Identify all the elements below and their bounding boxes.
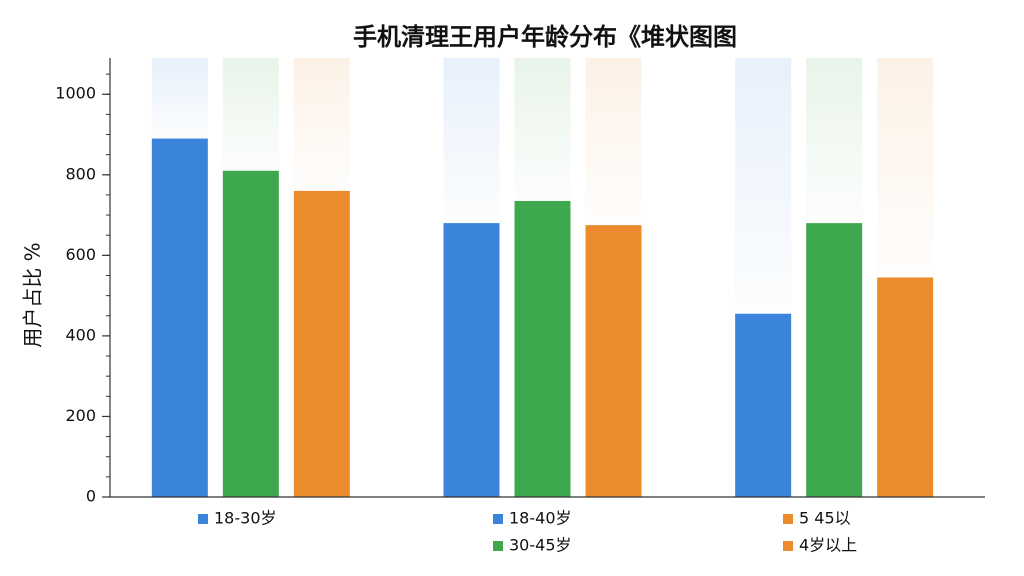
y-tick-label: 1000 <box>55 84 96 103</box>
legend-swatch <box>493 541 503 551</box>
bar-glow-fade <box>585 58 642 226</box>
bar <box>443 223 500 498</box>
bar <box>585 225 642 497</box>
bar <box>222 170 279 498</box>
legend-label: 30-45岁 <box>509 536 572 555</box>
bar-glow-fade <box>877 58 934 278</box>
bar-glow-fade <box>806 58 863 224</box>
legend-swatch <box>493 514 503 524</box>
bar-glow-fade <box>151 58 208 139</box>
bar <box>806 223 863 498</box>
y-tick-label: 800 <box>65 164 96 183</box>
y-tick-label: 200 <box>65 406 96 425</box>
legend-label: 18-40岁 <box>509 509 572 528</box>
bar <box>293 190 350 497</box>
bar-glow-fade <box>514 58 571 201</box>
legend-label: 18-30岁 <box>214 509 277 528</box>
bar-glow-fade <box>735 58 792 314</box>
bar-glow-fade <box>293 58 350 191</box>
legend-swatch <box>783 514 793 524</box>
bar-glow-fade <box>222 58 279 171</box>
bar <box>514 200 571 498</box>
chart-title: 手机清理王用户年龄分布《堆状图图 <box>353 23 737 51</box>
y-tick-label: 0 <box>86 487 96 506</box>
legend-swatch <box>198 514 208 524</box>
legend-label: 4岁以上 <box>799 536 857 555</box>
bar <box>735 313 792 497</box>
legend-label: 5 45以 <box>799 509 851 528</box>
y-tick-label: 400 <box>65 325 96 344</box>
y-tick-label: 600 <box>65 245 96 264</box>
bar-glow-fade <box>443 58 500 224</box>
y-axis-label: 用户占比 % <box>21 242 45 347</box>
legend-swatch <box>783 541 793 551</box>
bar <box>877 277 934 497</box>
bar <box>151 138 208 497</box>
